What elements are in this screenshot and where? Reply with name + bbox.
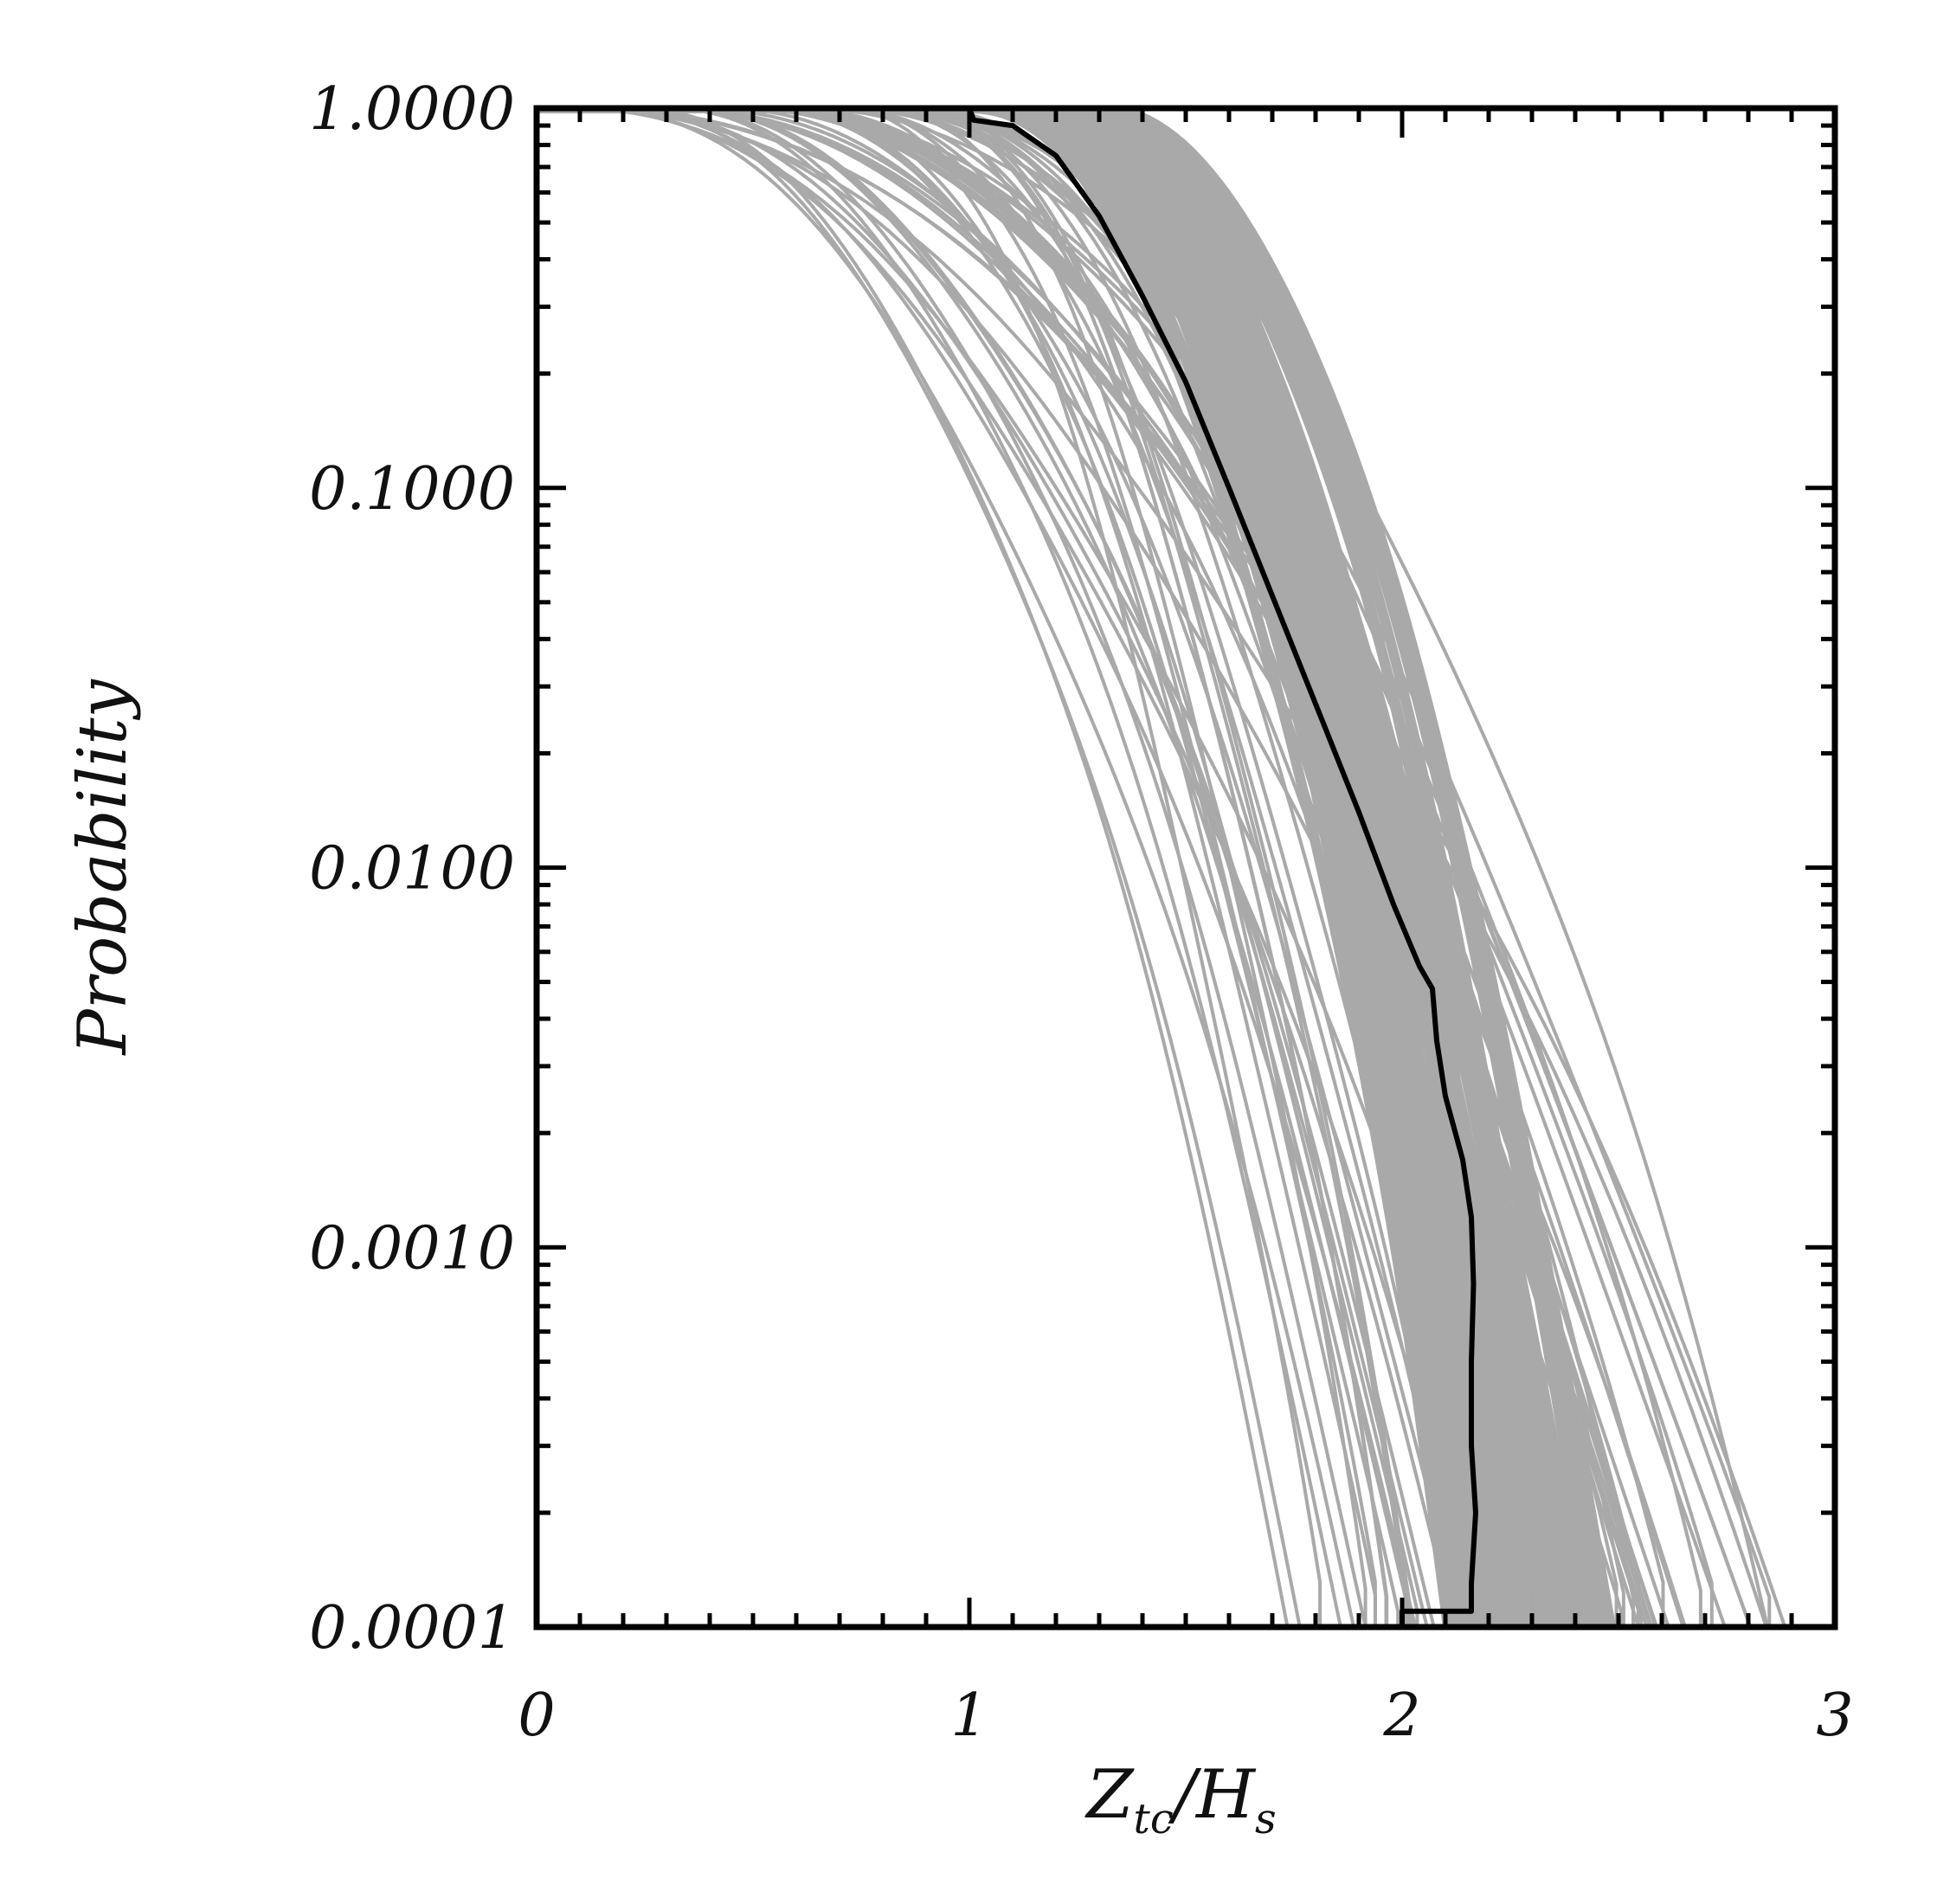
y-tick-label: 0.0100 bbox=[309, 835, 515, 904]
x-tick-labels: 0 1 2 3 bbox=[518, 1682, 1853, 1750]
x-tick-label: 1 bbox=[950, 1682, 988, 1750]
data-series bbox=[537, 108, 1489, 1627]
ensemble-curve bbox=[537, 108, 1419, 1627]
x-axis-label-sub2: s bbox=[1255, 1795, 1277, 1843]
ensemble-curves bbox=[537, 108, 1787, 1627]
ensemble-curve bbox=[537, 108, 1400, 1627]
ensemble-curve bbox=[537, 108, 1457, 1627]
ensemble-curve bbox=[537, 108, 1356, 1627]
x-tick-label: 3 bbox=[1816, 1682, 1853, 1750]
y-tick-label: 0.0010 bbox=[309, 1214, 515, 1283]
ensemble-curve bbox=[537, 108, 1290, 1627]
ensemble-curve bbox=[537, 108, 1564, 1627]
ensemble-curve bbox=[537, 108, 1377, 1627]
ensemble-curve bbox=[537, 108, 1657, 1627]
ensemble-curve bbox=[537, 108, 1479, 1627]
ensemble-curve bbox=[537, 108, 1606, 1627]
ensemble-curve bbox=[537, 108, 1418, 1627]
ensemble-curve bbox=[537, 108, 1388, 1627]
ensemble-curve bbox=[537, 108, 1367, 1627]
ensemble-curve bbox=[537, 108, 1644, 1627]
ensemble-curve bbox=[537, 108, 1768, 1627]
x-axis-label-sub: tc bbox=[1134, 1795, 1174, 1843]
ensemble-curve bbox=[537, 108, 1714, 1627]
ensemble-curve bbox=[537, 108, 1411, 1627]
ensemble-curve bbox=[537, 108, 1414, 1627]
ensemble-curve bbox=[537, 108, 1470, 1627]
series-line bbox=[537, 108, 1489, 1627]
ensemble-curve bbox=[537, 108, 1601, 1627]
x-axis-label-slash: /H bbox=[1168, 1756, 1257, 1834]
ensemble-curve bbox=[537, 108, 1649, 1627]
y-tick-label: 1.0000 bbox=[309, 75, 515, 144]
y-tick-labels: 1.0000 0.1000 0.0100 0.0010 0.0001 bbox=[309, 75, 515, 1663]
x-axis-label-main: Z bbox=[1084, 1756, 1135, 1834]
y-tick-label: 0.0001 bbox=[309, 1594, 515, 1663]
ensemble-curve bbox=[537, 108, 1429, 1627]
y-tick-label: 0.1000 bbox=[309, 455, 515, 524]
ensemble-curve bbox=[537, 108, 1508, 1627]
x-tick-label: 2 bbox=[1382, 1682, 1420, 1750]
x-axis-label: Ztc/Hs bbox=[1084, 1756, 1276, 1843]
ensemble-curve bbox=[537, 108, 1787, 1627]
ensemble-curve bbox=[537, 108, 1772, 1627]
axis-ticks bbox=[534, 106, 1837, 1630]
x-tick-label: 0 bbox=[518, 1682, 555, 1750]
y-axis-label: Probability bbox=[64, 679, 142, 1056]
ensemble-curve bbox=[537, 108, 1536, 1627]
